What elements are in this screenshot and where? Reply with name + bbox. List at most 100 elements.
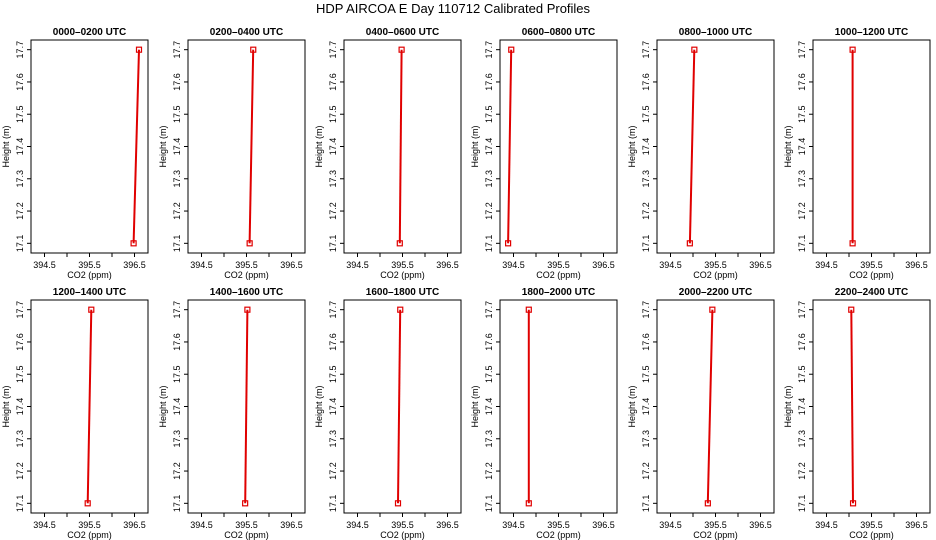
x-tick-label: 395.5: [235, 260, 258, 270]
y-tick-label: 17.2: [484, 202, 494, 220]
y-tick-label: 17.6: [797, 333, 807, 351]
y-tick-label: 17.3: [484, 430, 494, 448]
y-tick-label: 17.1: [15, 495, 25, 513]
y-tick-label: 17.7: [484, 301, 494, 319]
y-tick-label: 17.2: [484, 462, 494, 480]
y-tick-label: 17.3: [641, 170, 651, 188]
x-tick-label: 395.5: [547, 260, 570, 270]
data-point: [397, 306, 404, 313]
x-tick-label: 395.5: [704, 520, 727, 530]
x-tick-label: 395.5: [704, 260, 727, 270]
data-point: [244, 306, 251, 313]
panel-title: 1800–2000 UTC: [522, 287, 595, 298]
y-tick-label: 17.4: [328, 398, 338, 416]
y-tick-label: 17.1: [641, 235, 651, 253]
panel-5: 0800–1000 UTC 394.5 395.5 396.5 CO2 (ppm) 17.…: [627, 27, 775, 280]
x-tick-label: 395.5: [860, 260, 883, 270]
y-tick-label: 17.5: [484, 365, 494, 383]
y-axis-label: Height (m): [783, 125, 793, 167]
x-tick-label: 395.5: [547, 520, 570, 530]
panel-title: 2000–2200 UTC: [679, 287, 752, 298]
y-tick-label: 17.1: [641, 495, 651, 513]
panel-12: 2200–2400 UTC 394.5 395.5 396.5 CO2 (ppm) 17.…: [783, 287, 931, 540]
y-tick-label: 17.1: [797, 495, 807, 513]
panel-10: 1800–2000 UTC 394.5 395.5 396.5 CO2 (ppm) 17.…: [470, 287, 618, 540]
y-tick-label: 17.7: [797, 301, 807, 319]
x-axis-label: CO2 (ppm): [380, 530, 425, 540]
x-tick-label: 394.5: [190, 520, 213, 530]
x-axis-label: CO2 (ppm): [849, 270, 894, 280]
profile-line: [398, 49, 403, 244]
x-axis-label: CO2 (ppm): [67, 530, 112, 540]
x-axis-label: CO2 (ppm): [536, 530, 581, 540]
y-tick-label: 17.5: [484, 105, 494, 123]
y-tick-label: 17.4: [484, 398, 494, 416]
panel-11: 2000–2200 UTC 394.5 395.5 396.5 CO2 (ppm) 17.…: [627, 287, 775, 540]
y-tick-label: 17.3: [641, 430, 651, 448]
data-point: [84, 500, 91, 507]
x-tick-label: 396.5: [123, 260, 146, 270]
y-axis-label: Height (m): [783, 385, 793, 427]
x-tick-label: 394.5: [33, 520, 56, 530]
plot-frame: [30, 39, 149, 254]
y-axis-label: Height (m): [470, 385, 480, 427]
x-tick-label: 394.5: [33, 260, 56, 270]
panel-title: 0400–0600 UTC: [366, 27, 439, 38]
panel-2: 0200–0400 UTC 394.5 395.5 396.5 CO2 (ppm) 17.…: [158, 27, 306, 280]
profile-line: [850, 309, 854, 504]
y-tick-label: 17.5: [172, 365, 182, 383]
y-tick-label: 17.1: [797, 235, 807, 253]
y-tick-label: 17.5: [641, 365, 651, 383]
y-tick-label: 17.3: [15, 170, 25, 188]
y-tick-label: 17.7: [641, 41, 651, 59]
y-tick-label: 17.7: [172, 301, 182, 319]
x-axis-label: CO2 (ppm): [224, 270, 269, 280]
y-tick-label: 17.5: [15, 105, 25, 123]
panel-title: 1200–1400 UTC: [53, 287, 126, 298]
profile-line: [132, 49, 140, 244]
y-tick-label: 17.4: [641, 398, 651, 416]
plot-frame: [656, 299, 775, 514]
data-point: [691, 46, 698, 53]
data-point: [250, 46, 257, 53]
y-tick-label: 17.1: [484, 235, 494, 253]
y-tick-label: 17.3: [484, 170, 494, 188]
data-point: [396, 240, 403, 247]
y-axis-label: Height (m): [1, 125, 11, 167]
y-tick-label: 17.6: [484, 73, 494, 91]
y-tick-label: 17.7: [328, 301, 338, 319]
x-axis-label: CO2 (ppm): [380, 270, 425, 280]
y-tick-label: 17.5: [15, 365, 25, 383]
data-point: [242, 500, 249, 507]
y-axis-label: Height (m): [314, 125, 324, 167]
panel-7: 1200–1400 UTC 394.5 395.5 396.5 CO2 (ppm) 17.…: [1, 287, 149, 540]
panel-9: 1600–1800 UTC 394.5 395.5 396.5 CO2 (ppm) 17.…: [314, 287, 462, 540]
y-tick-label: 17.2: [328, 202, 338, 220]
data-point: [135, 46, 143, 53]
y-tick-label: 17.5: [328, 105, 338, 123]
y-tick-label: 17.1: [172, 235, 182, 253]
x-tick-label: 395.5: [391, 520, 414, 530]
x-tick-label: 395.5: [235, 520, 258, 530]
x-tick-label: 394.5: [346, 520, 369, 530]
y-axis-label: Height (m): [470, 125, 480, 167]
y-axis-label: Height (m): [158, 385, 168, 427]
y-tick-label: 17.6: [172, 73, 182, 91]
plot-frame: [499, 39, 618, 254]
y-axis-label: Height (m): [158, 125, 168, 167]
x-tick-label: 396.5: [436, 520, 459, 530]
y-tick-label: 17.6: [641, 73, 651, 91]
y-tick-label: 17.2: [172, 202, 182, 220]
y-tick-label: 17.4: [641, 138, 651, 156]
y-tick-label: 17.4: [797, 398, 807, 416]
y-tick-label: 17.6: [172, 333, 182, 351]
y-tick-label: 17.2: [15, 462, 25, 480]
y-axis-label: Height (m): [314, 385, 324, 427]
y-tick-label: 17.1: [172, 495, 182, 513]
x-tick-label: 395.5: [860, 520, 883, 530]
x-tick-label: 396.5: [280, 520, 303, 530]
plot-frame: [499, 299, 618, 514]
data-point: [849, 240, 856, 247]
panel-title: 1000–1200 UTC: [835, 27, 908, 38]
